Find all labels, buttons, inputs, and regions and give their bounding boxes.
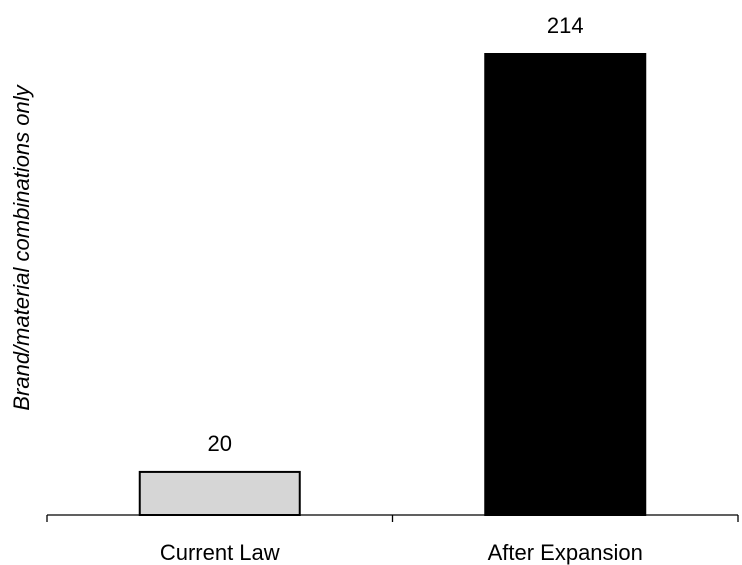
x-tick-label: After Expansion (488, 540, 643, 565)
x-tick-label: Current Law (160, 540, 280, 565)
bar-current-law (138, 470, 301, 517)
data-label: 20 (208, 431, 232, 456)
data-label: 214 (547, 13, 584, 38)
bar-after-expansion (484, 53, 647, 516)
